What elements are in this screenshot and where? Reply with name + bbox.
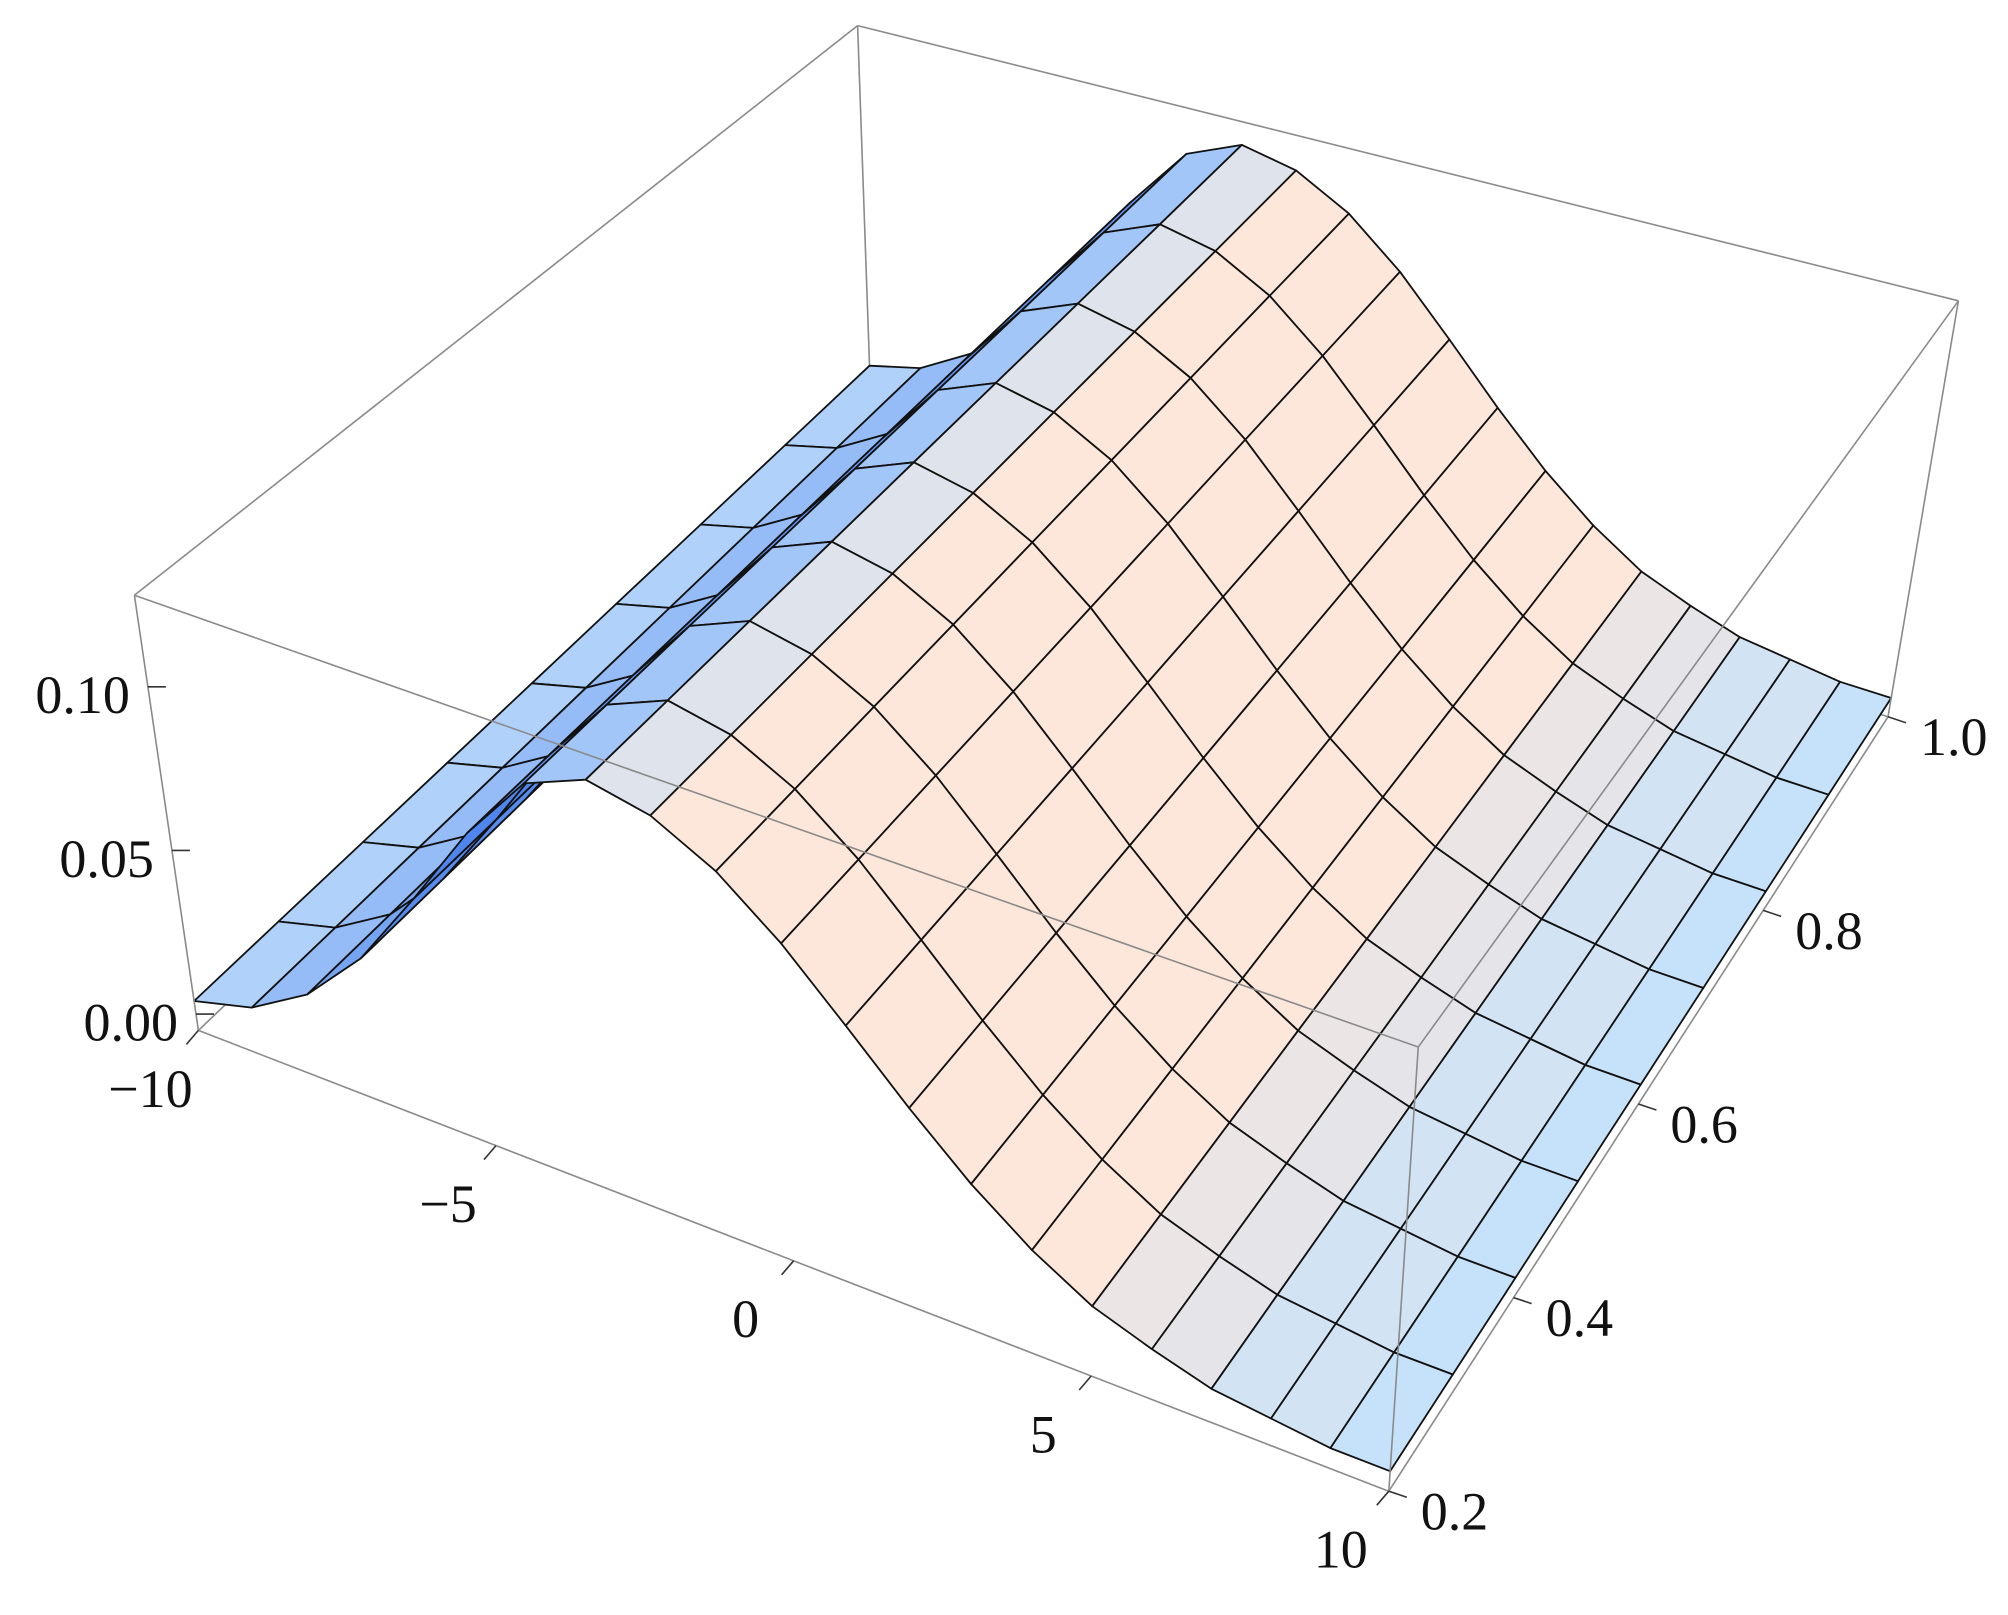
- y-tick-label: 1.0: [1920, 707, 1988, 767]
- surface-patch: [1329, 1351, 1454, 1473]
- box-edge: [1887, 300, 1960, 717]
- x-tick-label: 10: [1314, 1520, 1368, 1580]
- box-edge: [134, 594, 1419, 1048]
- box-edge: [133, 24, 859, 596]
- x-tick: [780, 1260, 795, 1276]
- x-tick: [1078, 1375, 1092, 1391]
- x-tick: [1376, 1490, 1390, 1506]
- z-tick-label: 0.05: [59, 829, 154, 889]
- box-edge: [1417, 300, 1960, 1048]
- box-edge: [857, 24, 1959, 302]
- y-tick: [1762, 909, 1782, 918]
- y-tick: [1887, 716, 1907, 724]
- x-tick-label: 0: [732, 1289, 759, 1349]
- y-tick-label: 0.8: [1795, 901, 1863, 961]
- y-tick: [1388, 1490, 1408, 1498]
- box-edge: [856, 25, 872, 391]
- x-tick: [483, 1145, 497, 1161]
- box-edge: [1388, 1046, 1420, 1492]
- x-tick-label: −5: [419, 1174, 476, 1234]
- x-tick-label: −10: [108, 1059, 192, 1119]
- z-tick-label: 0.00: [83, 992, 178, 1052]
- y-tick-label: 0.2: [1421, 1482, 1489, 1542]
- y-tick: [1638, 1103, 1657, 1111]
- z-tick-label: 0.10: [35, 665, 130, 725]
- x-tick: [185, 1029, 200, 1045]
- x-tick-label: 5: [1030, 1404, 1057, 1464]
- box-edge: [133, 595, 200, 1031]
- box-edge: [198, 1029, 1390, 1492]
- y-tick-label: 0.4: [1546, 1288, 1614, 1348]
- y-tick-label: 0.6: [1670, 1094, 1738, 1154]
- y-tick: [1513, 1296, 1532, 1305]
